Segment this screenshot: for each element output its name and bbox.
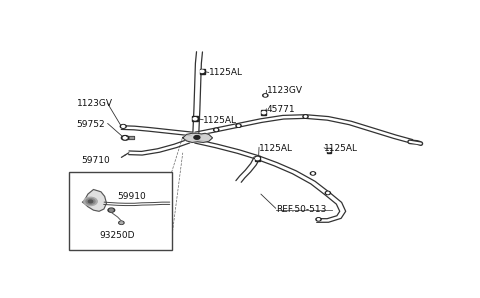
Circle shape	[200, 70, 204, 72]
Circle shape	[109, 209, 113, 211]
Text: 93250D: 93250D	[99, 231, 134, 240]
Circle shape	[303, 115, 308, 118]
Circle shape	[120, 125, 126, 128]
Bar	[261, 110, 266, 115]
Circle shape	[119, 221, 124, 224]
Bar	[255, 156, 260, 161]
Circle shape	[312, 173, 314, 174]
Circle shape	[263, 94, 268, 97]
Text: REF.50-513: REF.50-513	[276, 204, 326, 213]
Circle shape	[238, 125, 240, 126]
Circle shape	[84, 197, 97, 206]
Circle shape	[214, 128, 219, 131]
Circle shape	[327, 192, 329, 194]
Circle shape	[236, 124, 241, 127]
Polygon shape	[83, 190, 107, 211]
Text: 59910: 59910	[118, 192, 146, 201]
Circle shape	[262, 111, 266, 114]
Circle shape	[256, 157, 259, 160]
Text: 1125AL: 1125AL	[259, 144, 293, 153]
Bar	[69, 172, 172, 250]
Circle shape	[121, 136, 129, 140]
Circle shape	[317, 219, 320, 220]
Circle shape	[325, 191, 330, 195]
Text: 59710: 59710	[82, 156, 110, 165]
Text: 1123GV: 1123GV	[77, 99, 113, 108]
Bar	[192, 116, 198, 121]
Text: 1125AL: 1125AL	[324, 144, 358, 153]
Circle shape	[194, 136, 200, 139]
Text: 45771: 45771	[266, 105, 295, 114]
Bar	[200, 69, 204, 74]
Circle shape	[316, 218, 321, 221]
Circle shape	[123, 137, 127, 139]
Text: 1125AL: 1125AL	[203, 116, 237, 125]
Polygon shape	[183, 133, 213, 142]
Text: 1125AL: 1125AL	[209, 68, 243, 77]
Circle shape	[86, 199, 95, 204]
Circle shape	[108, 208, 115, 212]
Circle shape	[193, 118, 197, 120]
Circle shape	[304, 116, 307, 117]
Text: 1123GV: 1123GV	[266, 86, 302, 95]
Circle shape	[122, 125, 125, 127]
Bar	[126, 136, 133, 139]
Circle shape	[88, 200, 93, 203]
Circle shape	[120, 222, 123, 224]
Circle shape	[215, 129, 217, 131]
Circle shape	[264, 95, 266, 96]
Text: 59752: 59752	[77, 119, 106, 129]
Circle shape	[311, 172, 315, 175]
Circle shape	[327, 149, 331, 152]
Bar	[327, 148, 331, 153]
